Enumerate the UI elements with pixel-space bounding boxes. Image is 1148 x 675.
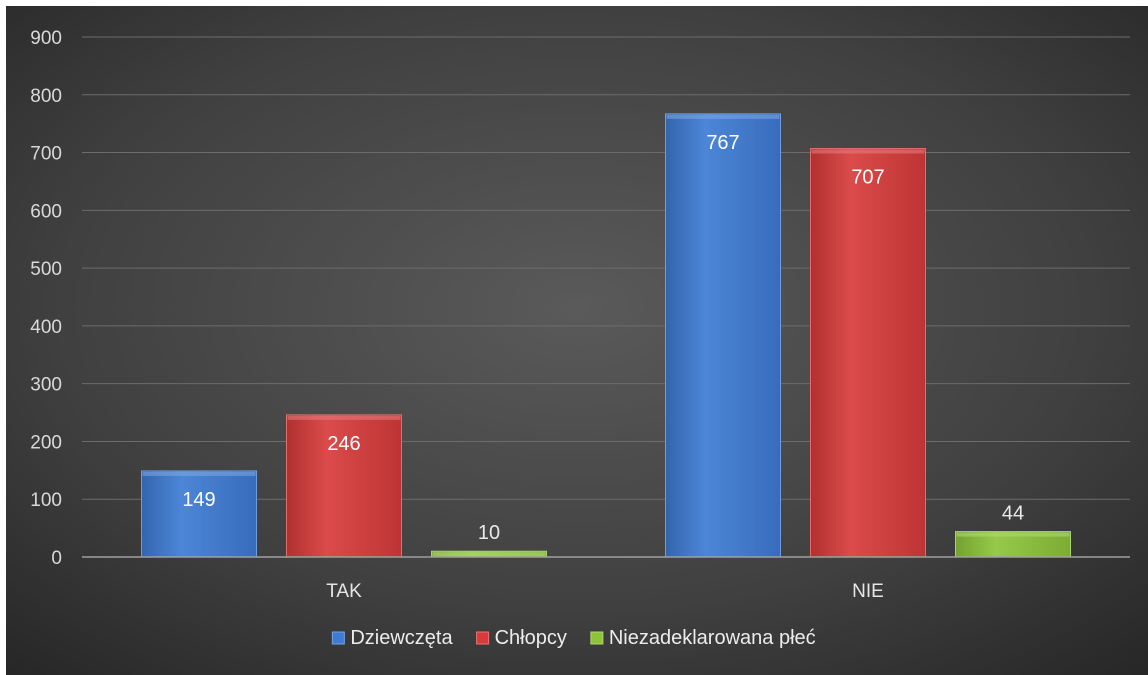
- legend: Dziewczęta Chłopcy Niezadeklarowana płeć: [331, 627, 816, 649]
- bar-bevel: [666, 114, 780, 119]
- data-label: 767: [706, 132, 739, 154]
- gridlines: [82, 36, 1130, 500]
- legend-swatch: [590, 631, 604, 645]
- bar-chłopcy-nie: [810, 148, 926, 558]
- y-tick-label: 400: [30, 317, 62, 338]
- legend-swatch: [331, 631, 345, 645]
- legend-item-dziewczęta: Dziewczęta: [331, 627, 453, 649]
- y-tick-label: 600: [30, 201, 62, 222]
- legend-label: Niezadeklarowana płeć: [609, 627, 816, 649]
- bar-bevel: [811, 149, 925, 154]
- data-label: 44: [1002, 503, 1024, 525]
- bar-bevel: [432, 552, 546, 557]
- data-label: 707: [851, 167, 884, 189]
- legend-item-niezadeklarowana-płeć: Niezadeklarowana płeć: [590, 627, 816, 649]
- data-label: 149: [182, 489, 215, 511]
- data-labels: 149 246 10 767 707 44: [182, 132, 1024, 544]
- y-tick-label: 100: [30, 490, 62, 511]
- data-label: 246: [327, 433, 360, 455]
- y-tick-label: 0: [51, 548, 62, 569]
- legend-item-chłopcy: Chłopcy: [476, 627, 567, 649]
- legend-swatch: [476, 631, 490, 645]
- y-tick-label: 900: [30, 28, 62, 49]
- x-category-label: NIE: [852, 581, 884, 602]
- x-axis-category-labels: TAK NIE: [326, 581, 884, 602]
- legend-label: Dziewczęta: [350, 627, 453, 649]
- bar-bevel: [956, 532, 1070, 537]
- y-tick-label: 700: [30, 144, 62, 165]
- y-tick-label: 200: [30, 432, 62, 453]
- bar-dziewczęta-nie: [665, 113, 781, 558]
- chart-background: [6, 6, 1148, 675]
- bar-dziewczęta-tak: [141, 470, 257, 558]
- legend-label: Chłopcy: [495, 627, 567, 649]
- data-label: 10: [478, 522, 500, 544]
- y-tick-label: 500: [30, 259, 62, 280]
- bar-bevel: [142, 471, 256, 476]
- y-axis-tick-labels: 0 100 200 300 400 500 600 700 800 900: [30, 28, 62, 569]
- bar-chłopcy-tak: [286, 414, 402, 558]
- x-category-label: TAK: [326, 581, 362, 602]
- bar-bevel: [287, 415, 401, 420]
- y-tick-label: 800: [30, 86, 62, 107]
- bars: [141, 113, 1071, 558]
- y-tick-label: 300: [30, 375, 62, 396]
